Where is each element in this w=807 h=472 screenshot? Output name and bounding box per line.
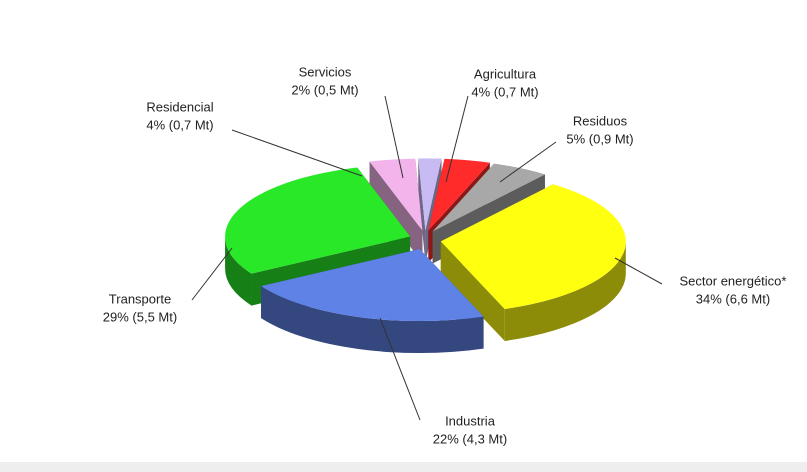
value-label: 4% (0,7 Mt)	[471, 84, 538, 99]
value-label: 29% (5,5 Mt)	[103, 309, 177, 324]
slice	[225, 167, 411, 274]
slice	[428, 158, 490, 231]
leader-line	[384, 95, 404, 179]
slice-label: Industria	[445, 413, 496, 428]
leader-line	[445, 95, 469, 183]
slice-side	[440, 241, 505, 342]
slice-label: Residuos	[573, 113, 628, 128]
value-label: 5% (0,9 Mt)	[566, 131, 633, 146]
value-label: 4% (0,7 Mt)	[146, 117, 213, 132]
leader-line	[379, 317, 421, 421]
slice	[432, 163, 545, 232]
slice-wall	[261, 286, 484, 354]
slice	[261, 249, 484, 322]
slice	[369, 158, 423, 231]
slice-side	[418, 158, 426, 263]
leader-line	[191, 247, 233, 301]
slice	[440, 184, 626, 310]
pie	[225, 158, 626, 354]
slice-label: Transporte	[109, 291, 171, 306]
slice	[418, 158, 442, 231]
slice-label: Agricultura	[474, 66, 537, 81]
leader-line	[231, 129, 363, 177]
value-label: 2% (0,5 Mt)	[291, 82, 358, 97]
slice-wall	[225, 236, 252, 306]
leader-line	[614, 257, 663, 285]
value-label: 22% (4,3 Mt)	[433, 431, 507, 446]
slice-wall	[504, 241, 626, 342]
value-label: 34% (6,6 Mt)	[696, 291, 770, 306]
slice-label: Sector energético*	[680, 273, 787, 288]
leader-line	[499, 141, 557, 183]
bottom-strip	[0, 462, 807, 472]
slice-label: Residencial	[146, 99, 213, 114]
slice-label: Servicios	[299, 64, 352, 79]
